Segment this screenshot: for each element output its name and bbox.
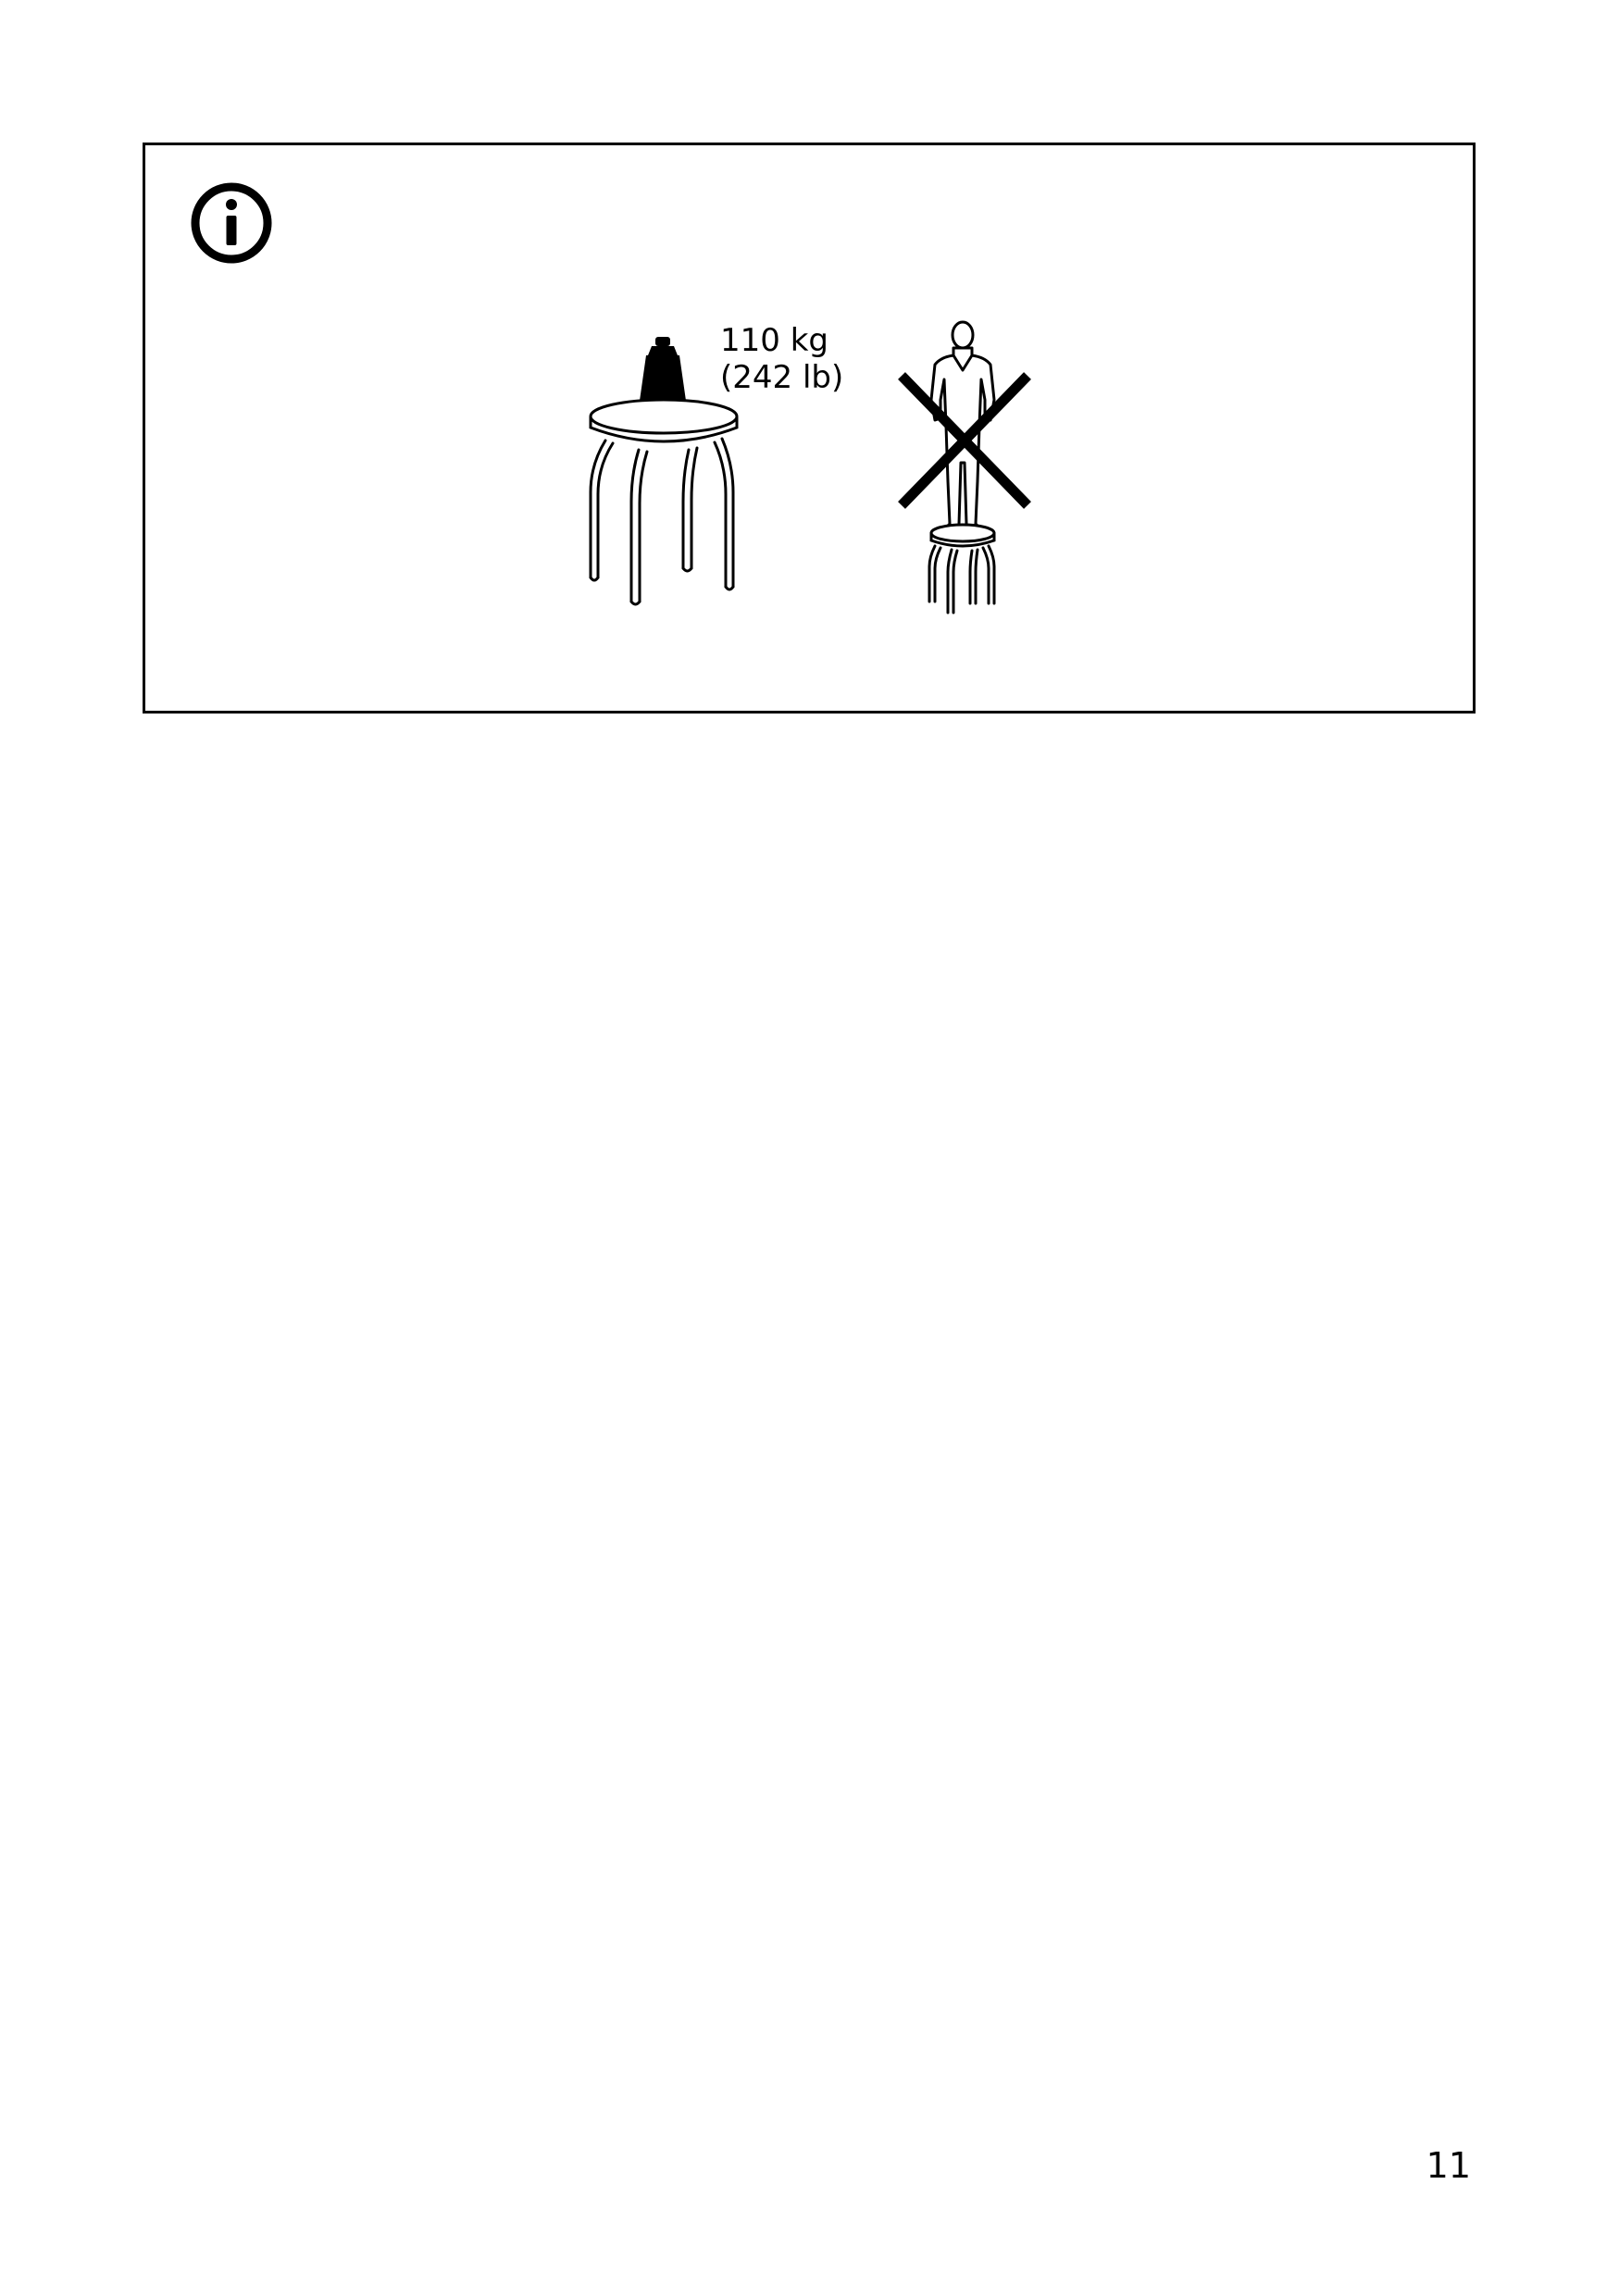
weight-icon <box>639 337 687 407</box>
prohibited-cross-icon <box>898 372 1031 509</box>
page-number: 11 <box>1426 2145 1471 2186</box>
small-stool <box>928 523 996 614</box>
info-icon <box>191 182 272 264</box>
weight-imperial: (242 lb) <box>720 359 844 396</box>
weight-metric: 110 kg <box>720 322 828 359</box>
stool-with-weight-illustration <box>589 337 739 606</box>
stool-legs <box>589 437 735 606</box>
person-standing-on-stool-prohibited-illustration <box>898 320 1031 614</box>
info-panel <box>143 143 1476 714</box>
stool-seat <box>589 398 739 443</box>
weight-capacity-label: 110 kg (242 lb) <box>720 322 843 396</box>
